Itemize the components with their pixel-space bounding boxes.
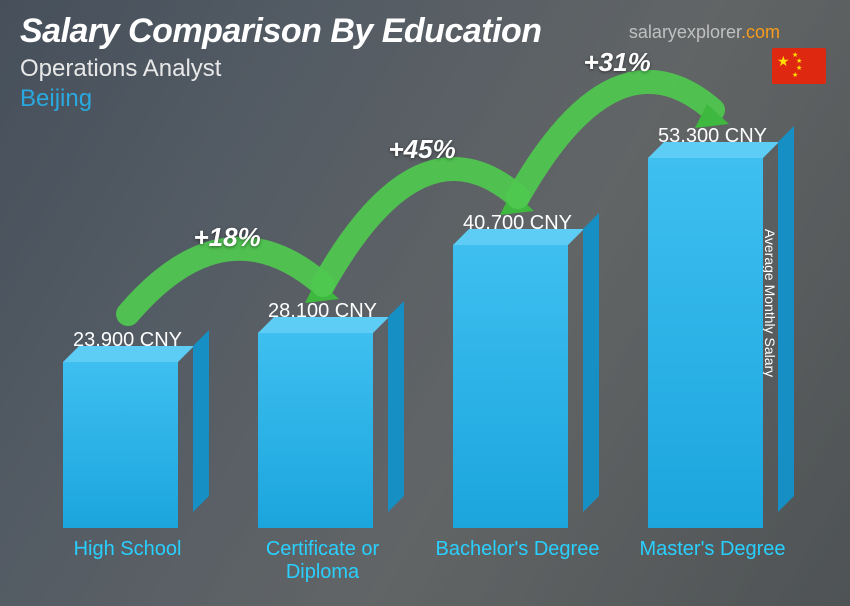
bar-top-face <box>453 229 584 245</box>
bar-side-face <box>583 213 599 512</box>
pct-increase-label: +18% <box>194 222 261 253</box>
bar-category-label: Master's Degree <box>639 538 785 588</box>
bar-top-face <box>648 142 779 158</box>
bar-category-label: High School <box>74 538 182 588</box>
flag-china: ★ ★ ★ ★ ★ <box>772 48 826 84</box>
bar-category-label: Certificate or Diploma <box>233 538 413 588</box>
attribution-base: salaryexplorer <box>629 22 741 42</box>
bar-category-label: Bachelor's Degree <box>436 538 600 588</box>
bar <box>63 362 193 528</box>
bar-front-face <box>63 362 178 528</box>
bar-side-face <box>193 330 209 512</box>
bar-group: 28,100 CNY Certificate or Diploma <box>233 300 413 588</box>
bar-front-face <box>258 333 373 528</box>
subtitle-role: Operations Analyst <box>20 55 830 83</box>
bar-group: 23,900 CNY High School <box>38 329 218 588</box>
attribution: salaryexplorer.com <box>629 22 780 43</box>
pct-increase-label: +45% <box>389 134 456 165</box>
bar <box>258 333 388 528</box>
attribution-tld: .com <box>741 22 780 42</box>
bar-side-face <box>388 301 404 512</box>
bar-front-face <box>648 158 763 528</box>
pct-increase-label: +31% <box>584 47 651 78</box>
bar-top-face <box>63 346 194 362</box>
bar-side-face <box>778 126 794 512</box>
subtitle-location: Beijing <box>20 85 830 113</box>
bar-top-face <box>258 317 389 333</box>
star-icon: ★ <box>777 53 790 70</box>
star-icon: ★ <box>792 71 798 79</box>
bar-group: 53,300 CNY Master's Degree <box>623 125 803 588</box>
bar-group: 40,700 CNY Bachelor's Degree <box>428 212 608 588</box>
bar <box>648 158 778 528</box>
bar <box>453 245 583 528</box>
bar-front-face <box>453 245 568 528</box>
salary-bar-chart: 23,900 CNY High School 28,100 CNY Certif… <box>30 128 810 588</box>
